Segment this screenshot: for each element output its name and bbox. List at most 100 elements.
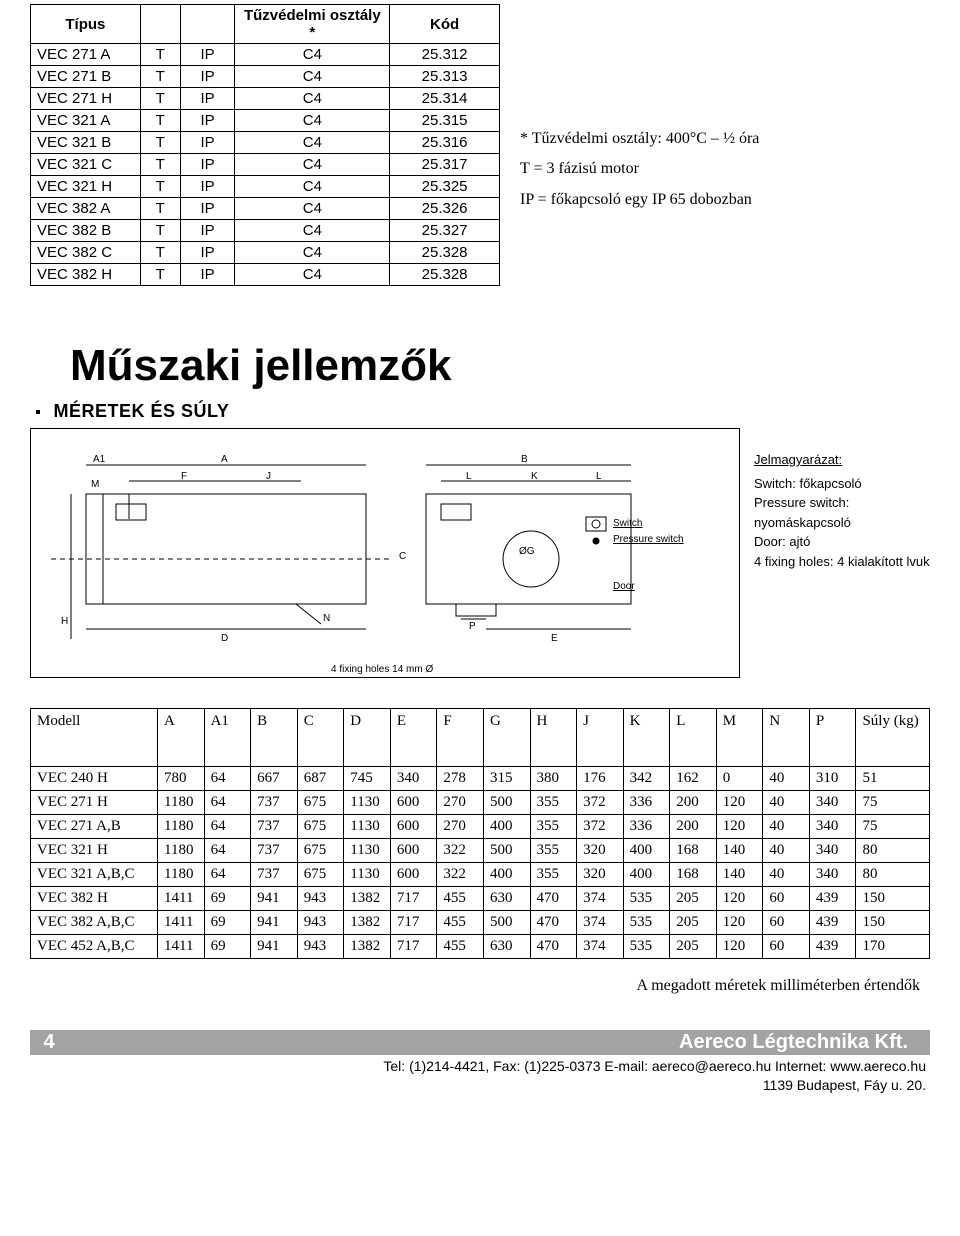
table-cell: IP	[180, 88, 235, 110]
table-cell: 1411	[158, 911, 205, 935]
svg-text:D: D	[221, 633, 228, 644]
table-cell: 687	[297, 767, 344, 791]
note-fire-class: * Tűzvédelmi osztály: 400°C – ½ óra	[520, 124, 759, 154]
table-cell: C4	[235, 198, 390, 220]
table-row: VEC 382 BTIPC425.327	[31, 220, 500, 242]
table-cell: C4	[235, 110, 390, 132]
table-row: VEC 382 ATIPC425.326	[31, 198, 500, 220]
side-notes: * Tűzvédelmi osztály: 400°C – ½ óra T = …	[520, 124, 759, 215]
table-cell: 25.312	[390, 44, 500, 66]
table-row: VEC 271 A,B11806473767511306002704003553…	[31, 815, 930, 839]
table-cell: 675	[297, 791, 344, 815]
svg-text:P: P	[469, 621, 476, 632]
table-cell: 374	[577, 887, 624, 911]
table-cell: 355	[530, 815, 577, 839]
table-cell: 355	[530, 863, 577, 887]
table-cell: 270	[437, 791, 484, 815]
table-cell: 1130	[344, 791, 391, 815]
table-cell: 737	[251, 815, 298, 839]
dim-th: G	[483, 709, 530, 767]
table-cell: 75	[856, 791, 930, 815]
table-row: VEC 321 A,B,C118064737675113060032240035…	[31, 863, 930, 887]
table-cell: VEC 321 H	[31, 176, 141, 198]
table-cell: 270	[437, 815, 484, 839]
table-cell: IP	[180, 176, 235, 198]
table-cell: 374	[577, 935, 624, 959]
dim-th: M	[716, 709, 763, 767]
table-cell: IP	[180, 154, 235, 176]
table-cell: 40	[763, 839, 810, 863]
legend-item: Pressure switch: nyomáskapcsoló	[754, 493, 930, 532]
note-ip-switch: IP = főkapcsoló egy IP 65 dobozban	[520, 185, 759, 215]
table-cell: T	[140, 220, 180, 242]
table-cell: 64	[204, 767, 251, 791]
table-cell: 25.328	[390, 242, 500, 264]
svg-text:C: C	[399, 551, 406, 562]
svg-text:B: B	[521, 454, 528, 465]
table-row: VEC 271 BTIPC425.313	[31, 66, 500, 88]
table-cell: 600	[390, 839, 437, 863]
table-cell: T	[140, 66, 180, 88]
page-title: Műszaki jellemzők	[70, 341, 930, 391]
table-cell: IP	[180, 264, 235, 286]
table-cell: 737	[251, 839, 298, 863]
table-cell: 500	[483, 791, 530, 815]
table-cell: 162	[670, 767, 717, 791]
table-cell: 64	[204, 839, 251, 863]
dim-th: A	[158, 709, 205, 767]
svg-text:Pressure switch: Pressure switch	[613, 534, 684, 545]
table-cell: 400	[483, 863, 530, 887]
dim-th: D	[344, 709, 391, 767]
table-cell: 717	[390, 911, 437, 935]
table-row: VEC 452 A,B,C141169941943138271745563047…	[31, 935, 930, 959]
table-cell: 200	[670, 791, 717, 815]
table-cell: 120	[716, 887, 763, 911]
table-cell: 120	[716, 791, 763, 815]
table-cell: 439	[809, 911, 856, 935]
diagram-svg: A1 A B F J L K L M C H D N ØG P E Switch	[31, 429, 741, 679]
table-cell: 40	[763, 791, 810, 815]
dim-th: Modell	[31, 709, 158, 767]
table-cell: VEC 321 C	[31, 154, 141, 176]
svg-text:Door: Door	[613, 581, 635, 592]
table-cell: IP	[180, 110, 235, 132]
table-cell: VEC 382 A,B,C	[31, 911, 158, 935]
dim-th: N	[763, 709, 810, 767]
table-cell: T	[140, 264, 180, 286]
table-cell: 205	[670, 887, 717, 911]
table-cell: 340	[809, 839, 856, 863]
legend-title: Jelmagyarázat:	[754, 450, 930, 470]
table-cell: 320	[577, 863, 624, 887]
table-cell: 372	[577, 815, 624, 839]
table-cell: 69	[204, 887, 251, 911]
svg-text:ØG: ØG	[519, 546, 535, 557]
table-cell: 69	[204, 911, 251, 935]
table-cell: 315	[483, 767, 530, 791]
page-footer: 4 Aereco Légtechnika Kft. Tel: (1)214-44…	[0, 1030, 960, 1103]
table-cell: 120	[716, 911, 763, 935]
svg-text:J: J	[266, 471, 271, 482]
table-cell: 667	[251, 767, 298, 791]
table-cell: 355	[530, 791, 577, 815]
table-cell: VEC 240 H	[31, 767, 158, 791]
table-cell: 675	[297, 815, 344, 839]
table-cell: 1411	[158, 935, 205, 959]
table-cell: T	[140, 154, 180, 176]
svg-text:M: M	[91, 479, 99, 490]
table-cell: 25.326	[390, 198, 500, 220]
svg-text:H: H	[61, 616, 68, 627]
table-cell: C4	[235, 66, 390, 88]
table-cell: 64	[204, 863, 251, 887]
page-number: 4	[30, 1031, 60, 1054]
th-ip	[180, 5, 235, 44]
table-cell: C4	[235, 132, 390, 154]
table-cell: 630	[483, 935, 530, 959]
table-row: VEC 271 HTIPC425.314	[31, 88, 500, 110]
table-cell: 120	[716, 815, 763, 839]
table-cell: VEC 452 A,B,C	[31, 935, 158, 959]
table-cell: VEC 321 A	[31, 110, 141, 132]
table-cell: 400	[623, 839, 670, 863]
table-cell: 336	[623, 815, 670, 839]
table-cell: 470	[530, 887, 577, 911]
dim-th: J	[577, 709, 624, 767]
